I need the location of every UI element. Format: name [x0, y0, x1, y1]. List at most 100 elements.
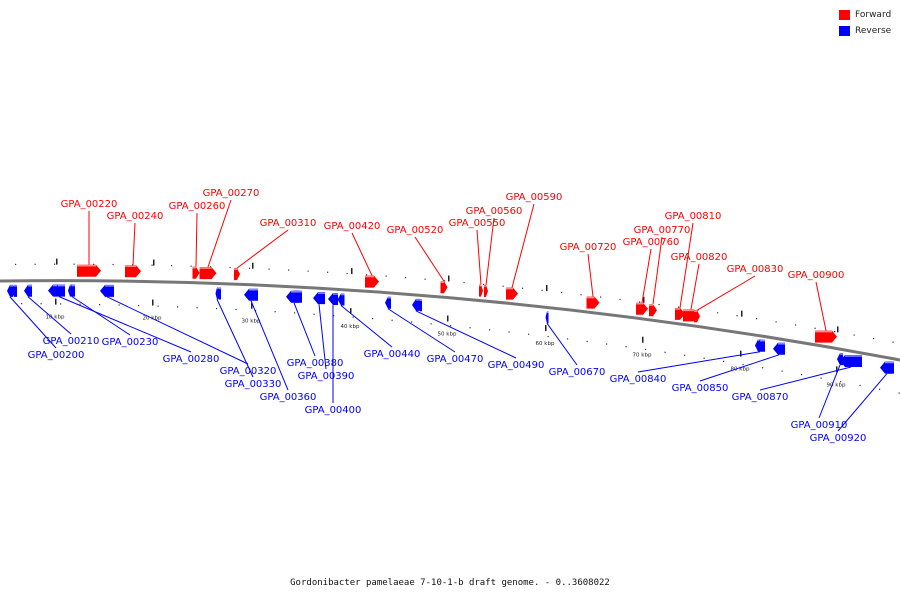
dot-tick	[366, 274, 368, 276]
dot-tick	[502, 285, 504, 287]
dot-tick	[658, 303, 660, 306]
major-tick-top	[351, 268, 353, 275]
dot-tick	[762, 367, 764, 369]
dot-tick	[99, 303, 101, 306]
dot-tick	[430, 323, 432, 325]
scale-label: 60 kbp	[536, 341, 555, 347]
gene-label-GPA_00520: GPA_00520	[387, 225, 444, 236]
gene-label-GPA_00550: GPA_00550	[449, 218, 506, 229]
leader-GPA_00210	[27, 296, 72, 335]
dot-tick	[619, 298, 621, 301]
dot-tick	[898, 392, 900, 394]
gene-label-GPA_00840: GPA_00840	[610, 374, 667, 385]
gene-features	[7, 264, 894, 374]
major-tick	[152, 299, 154, 306]
leader-GPA_00470	[387, 308, 456, 353]
label-leaders	[9, 199, 888, 432]
leader-GPA_00240	[132, 222, 136, 266]
dot-tick	[586, 340, 588, 343]
gene-label-GPA_00670: GPA_00670	[549, 367, 606, 378]
leader-GPA_00910	[818, 364, 841, 419]
dot-tick	[157, 305, 159, 307]
reverse-gene-GPA_00320	[100, 284, 114, 297]
dot-tick	[879, 388, 881, 390]
major-tick-top	[546, 285, 548, 292]
reverse-gene-GPA_00230	[69, 284, 75, 297]
dot-tick	[606, 343, 608, 345]
leader-GPA_00330	[216, 299, 254, 378]
gene-label-GPA_00920: GPA_00920	[810, 433, 867, 444]
gene-label-GPA_00440: GPA_00440	[364, 349, 421, 360]
dot-tick	[288, 269, 290, 271]
dot-tick	[834, 331, 836, 333]
gene-label-GPA_00560: GPA_00560	[466, 206, 523, 217]
leader-GPA_00920	[837, 373, 888, 432]
dot-tick	[742, 363, 744, 366]
leader-GPA_00310	[236, 229, 289, 269]
gene-label-GPA_00240: GPA_00240	[107, 211, 164, 222]
reverse-gene-GPA_00870	[840, 355, 862, 368]
dot-tick	[79, 303, 81, 305]
dot-tick	[801, 374, 803, 376]
leader-GPA_00360	[250, 300, 289, 391]
leader-GPA_00390	[318, 304, 327, 370]
major-tick-top	[741, 310, 743, 317]
major-tick	[55, 298, 57, 305]
reverse-gene-GPA_00850	[773, 342, 785, 355]
leader-GPA_00590	[511, 203, 535, 288]
leader-GPA_00200	[9, 296, 57, 349]
forward-gene-GPA_00260	[192, 266, 200, 279]
dot-tick	[424, 278, 426, 280]
leader-GPA_00550	[476, 229, 482, 285]
dot-tick	[781, 370, 783, 372]
major-tick-top	[56, 258, 58, 265]
dot-tick	[93, 263, 95, 265]
forward-gene-GPA_00550	[479, 284, 483, 297]
dot-tick	[372, 318, 374, 320]
major-tick	[836, 366, 838, 373]
dot-tick	[736, 315, 738, 317]
gene-label-GPA_00900: GPA_00900	[788, 270, 845, 281]
scale-label: 10 kbp	[46, 315, 65, 321]
reverse-gene-GPA_00470	[385, 296, 391, 309]
gene-label-GPA_00850: GPA_00850	[672, 383, 729, 394]
gene-label-GPA_00760: GPA_00760	[623, 237, 680, 248]
forward-gene-GPA_00590	[506, 287, 518, 300]
legend-reverse-swatch	[839, 26, 850, 36]
dot-tick	[294, 312, 296, 314]
gene-label-GPA_00830: GPA_00830	[727, 264, 784, 275]
dot-tick	[151, 264, 153, 266]
leader-GPA_00560	[485, 217, 495, 286]
dot-tick	[814, 327, 816, 329]
dot-tick	[21, 303, 23, 305]
major-tick	[545, 325, 547, 332]
dot-tick	[859, 384, 861, 387]
dot-tick	[210, 266, 212, 268]
map-caption: Gordonibacter pamelaeae 7-10-1-b draft g…	[290, 578, 610, 588]
forward-gene-GPA_00310	[234, 268, 240, 281]
major-tick	[350, 308, 352, 315]
leader-GPA_00380	[293, 302, 316, 357]
major-tick-top	[448, 275, 450, 282]
major-tick-top	[837, 326, 839, 333]
dot-tick	[684, 354, 686, 356]
forward-gene-GPA_00420	[365, 275, 379, 288]
major-tick	[447, 315, 449, 322]
forward-gene-GPA_00770	[649, 304, 657, 317]
leader-GPA_00840	[637, 351, 761, 373]
gene-label-GPA_00260: GPA_00260	[169, 201, 226, 212]
dot-tick	[444, 280, 446, 282]
dot-tick	[489, 329, 491, 331]
gene-label-GPA_00230: GPA_00230	[102, 337, 159, 348]
leader-GPA_00770	[652, 236, 663, 305]
leader-GPA_00760	[641, 248, 652, 303]
reverse-gene-GPA_00200	[7, 284, 13, 297]
scale-label: 70 kbp	[633, 353, 652, 359]
forward-gene-GPA_00720	[586, 296, 600, 309]
forward-gene-GPA_00900	[815, 330, 837, 343]
reverse-gene-GPA_00440	[337, 293, 345, 306]
scale-label: 30 kbp	[242, 319, 261, 325]
dot-tick	[216, 307, 218, 310]
